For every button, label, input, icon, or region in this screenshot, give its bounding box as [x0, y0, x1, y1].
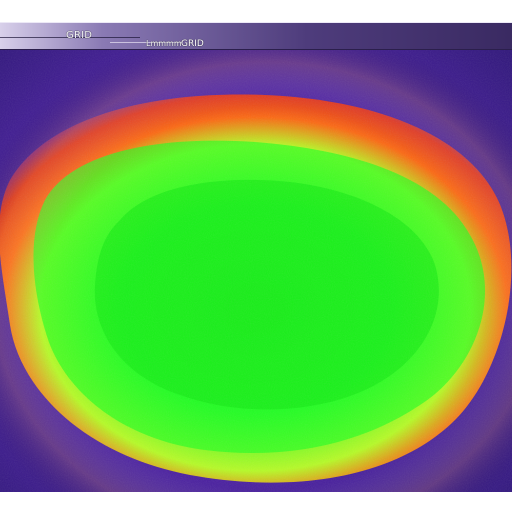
heatmap-canvas[interactable]: [0, 50, 512, 492]
heatmap-noise: [0, 50, 512, 492]
title-bar: GRID Lmmmm GRID: [0, 22, 512, 50]
title-label-secondary: Lmmmm: [146, 39, 182, 48]
app-window: GRID Lmmmm GRID: [0, 22, 512, 492]
title-rule-secondary: [110, 42, 182, 43]
title-label-tertiary: GRID: [181, 39, 204, 49]
title-label-primary: GRID: [66, 30, 93, 41]
heatmap-graphic: [0, 50, 512, 492]
heatmap-glow: [0, 50, 512, 492]
title-rule: [0, 37, 140, 38]
